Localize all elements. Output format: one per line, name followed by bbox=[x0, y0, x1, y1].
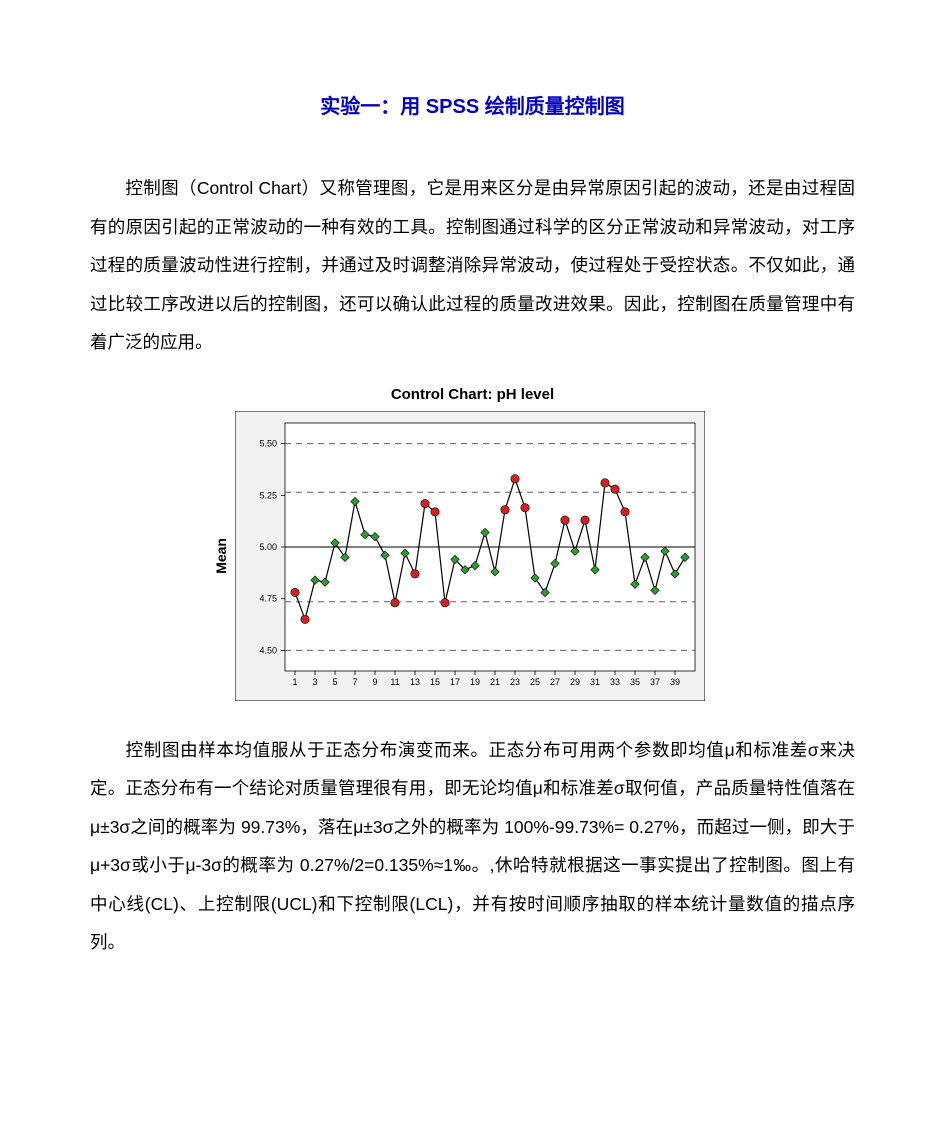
svg-text:13: 13 bbox=[409, 677, 419, 687]
svg-text:35: 35 bbox=[629, 677, 639, 687]
paragraph-2-text: 控制图由样本均值服从于正态分布演变而来。正态分布可用两个参数即均值μ和标准差σ来… bbox=[90, 740, 855, 953]
svg-text:19: 19 bbox=[469, 677, 479, 687]
control-chart-svg: 4.504.755.005.255.5013579111315171921232… bbox=[235, 411, 705, 701]
svg-text:9: 9 bbox=[372, 677, 377, 687]
svg-text:11: 11 bbox=[390, 677, 399, 687]
paragraph-2: 控制图由样本均值服从于正态分布演变而来。正态分布可用两个参数即均值μ和标准差σ来… bbox=[90, 731, 855, 962]
svg-text:5.00: 5.00 bbox=[259, 542, 277, 552]
svg-text:7: 7 bbox=[352, 677, 357, 687]
svg-text:3: 3 bbox=[312, 677, 317, 687]
page-title: 实验一：用 SPSS 绘制质量控制图 bbox=[90, 90, 855, 119]
svg-text:5: 5 bbox=[332, 677, 337, 687]
svg-text:5.50: 5.50 bbox=[259, 438, 277, 448]
chart-title: Control Chart: pH level bbox=[213, 386, 733, 403]
svg-text:17: 17 bbox=[449, 677, 459, 687]
svg-text:39: 39 bbox=[669, 677, 679, 687]
svg-text:21: 21 bbox=[489, 677, 499, 687]
svg-text:33: 33 bbox=[609, 677, 619, 687]
control-chart-figure: Control Chart: pH level Mean 4.50 4.75 5.0… bbox=[213, 386, 733, 701]
paragraph-1: 控制图（Control Chart）又称管理图，它是用来区分是由异常原因引起的波… bbox=[90, 169, 855, 362]
paragraph-1-text: 控制图（Control Chart）又称管理图，它是用来区分是由异常原因引起的波… bbox=[90, 178, 855, 352]
document-page: 实验一：用 SPSS 绘制质量控制图 控制图（Control Chart）又称管… bbox=[0, 0, 945, 1123]
svg-text:5.25: 5.25 bbox=[259, 490, 277, 500]
chart-plot-row: Mean 4.504.755.005.255.50135791113151719… bbox=[213, 411, 733, 701]
svg-text:31: 31 bbox=[589, 677, 599, 687]
svg-text:37: 37 bbox=[649, 677, 659, 687]
svg-text:23: 23 bbox=[509, 677, 519, 687]
chart-ylabel: Mean bbox=[213, 538, 229, 574]
svg-text:4.50: 4.50 bbox=[259, 645, 277, 655]
svg-text:15: 15 bbox=[429, 677, 439, 687]
svg-text:25: 25 bbox=[529, 677, 539, 687]
svg-text:4.75: 4.75 bbox=[259, 593, 277, 603]
svg-text:29: 29 bbox=[569, 677, 579, 687]
svg-text:27: 27 bbox=[549, 677, 559, 687]
svg-text:1: 1 bbox=[292, 677, 297, 687]
